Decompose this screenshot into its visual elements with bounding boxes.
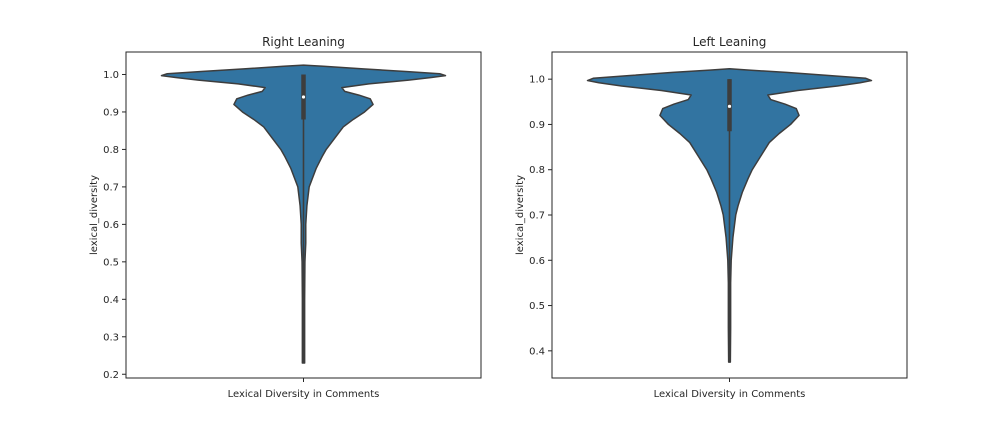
y-tick-label-right-leaning: 0.9: [103, 107, 119, 118]
y-tick-label-left-leaning: 0.7: [529, 211, 545, 222]
y-tick-label-left-leaning: 0.9: [529, 120, 545, 131]
y-ticks-left-leaning: 0.4 0.5 0.6 0.7 0.8 0.9 1.0: [529, 75, 730, 382]
y-tick-label-right-leaning: 0.5: [103, 257, 119, 268]
y-tick-label-left-leaning: 0.4: [529, 346, 545, 357]
violin-right-leaning: [160, 64, 447, 364]
y-axis-label-right-leaning: lexical_diversity: [89, 175, 100, 255]
chart-title-left-leaning: Left Leaning: [693, 35, 767, 49]
y-axis-label-left-leaning: lexical_diversity: [515, 175, 526, 255]
chart-left-leaning: Left Leaning Lexical Diversity in Commen…: [515, 35, 908, 400]
x-axis-label-left-leaning: Lexical Diversity in Comments: [654, 389, 806, 400]
y-tick-label-left-leaning: 0.8: [529, 165, 545, 176]
y-tick-label-right-leaning: 0.2: [103, 370, 119, 381]
y-tick-label-right-leaning: 0.8: [103, 145, 119, 156]
y-tick-label-left-leaning: 0.5: [529, 301, 545, 312]
violin-left-leaning: [586, 68, 873, 363]
y-tick-label-right-leaning: 0.3: [103, 332, 119, 343]
x-axis-label-right-leaning: Lexical Diversity in Comments: [228, 389, 380, 400]
chart-right-leaning: Right Leaning Lexical Diversity in Comme…: [89, 35, 482, 400]
y-ticks-right-leaning: 0.2 0.3 0.4 0.5 0.6 0.7 0.8 0.9 1.0: [103, 70, 304, 382]
y-tick-label-right-leaning: 0.6: [103, 220, 119, 231]
y-tick-label-left-leaning: 1.0: [529, 75, 545, 86]
median-point-left-leaning: [727, 104, 732, 108]
chart-title-right-leaning: Right Leaning: [262, 35, 345, 49]
y-tick-label-left-leaning: 0.6: [529, 256, 545, 267]
y-tick-label-right-leaning: 0.4: [103, 295, 119, 306]
median-point-right-leaning: [301, 95, 306, 99]
y-tick-label-right-leaning: 0.7: [103, 182, 119, 193]
y-tick-label-right-leaning: 1.0: [103, 70, 119, 81]
